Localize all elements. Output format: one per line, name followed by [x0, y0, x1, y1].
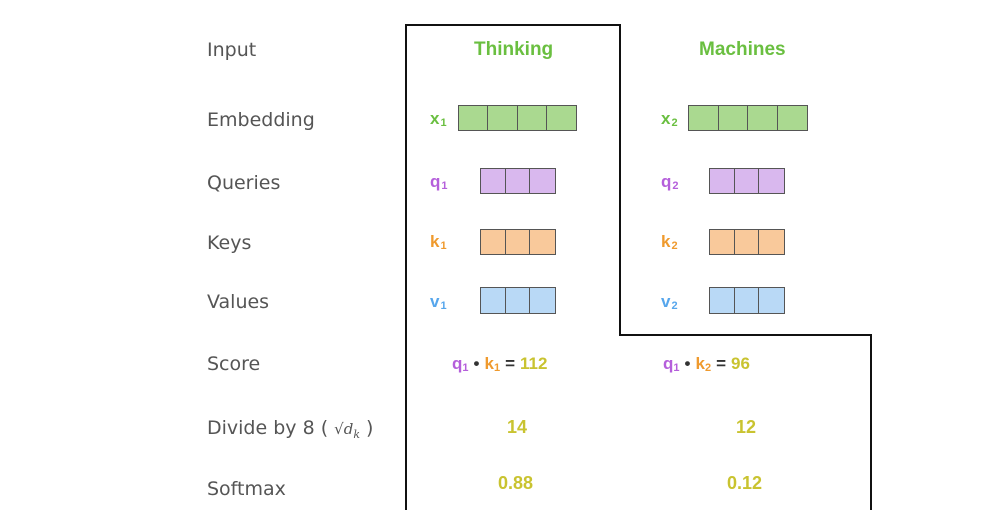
sqrt-text: √d [334, 420, 354, 438]
v1-index: 1 [440, 300, 447, 312]
softmax-value-1: 0.88 [498, 473, 534, 493]
sqrt-sub: k [353, 428, 360, 441]
k1-index: 1 [440, 240, 447, 252]
x2-letter: x [661, 109, 671, 128]
embedding-vector-x2 [688, 105, 808, 131]
vector-label-k1: k1 [430, 232, 447, 256]
score1-dot: • [473, 354, 480, 373]
value-vector-v1 [480, 287, 556, 314]
score2-k: k2 [695, 354, 712, 374]
softmax-value-2: 0.12 [727, 473, 763, 493]
row-label-values: Values [207, 291, 270, 313]
score2-value: 96 [731, 354, 750, 373]
query-vector-q2 [709, 168, 785, 194]
vector-label-k2: k2 [661, 232, 678, 256]
value-vector-v2 [709, 287, 785, 314]
score1-q: q1 [452, 354, 469, 374]
score-expression-1: q1 • k1 = 112 [452, 353, 547, 379]
query-vector-q1 [480, 168, 556, 194]
vector-label-x2: x2 [661, 109, 678, 133]
vector-label-q1: q1 [430, 172, 448, 196]
divide-suffix: ) [366, 417, 374, 439]
k2-index: 2 [671, 240, 678, 252]
score2-q: q1 [663, 354, 680, 374]
score2-dot: • [684, 354, 691, 373]
v2-index: 2 [671, 300, 678, 312]
vector-label-q2: q2 [661, 172, 679, 196]
word-thinking: Thinking [474, 39, 554, 60]
x1-index: 1 [440, 117, 447, 129]
x2-index: 2 [671, 117, 678, 129]
key-vector-k1 [480, 229, 556, 255]
q2-letter: q [661, 172, 672, 191]
vector-label-x1: x1 [430, 109, 447, 133]
divided-value-2: 12 [736, 417, 757, 437]
k2-letter: k [661, 232, 671, 251]
row-label-input: Input [207, 39, 257, 61]
score-expression-2: q1 • k2 = 96 [663, 353, 750, 379]
score1-eq: = [505, 354, 515, 373]
key-vector-k2 [709, 229, 785, 255]
x1-letter: x [430, 109, 440, 128]
vector-label-v1: v1 [430, 292, 447, 316]
row-label-divide: Divide by 8 ( √dk ) [207, 416, 373, 447]
row-label-keys: Keys [207, 232, 252, 254]
row-label-softmax: Softmax [207, 478, 286, 500]
embedding-vector-x1 [458, 105, 577, 131]
q1-letter: q [430, 172, 441, 191]
q1-index: 1 [441, 180, 448, 192]
v2-letter: v [661, 292, 671, 311]
score2-eq: = [716, 354, 726, 373]
divided-value-1: 14 [507, 417, 528, 437]
divide-prefix: Divide by 8 ( [207, 417, 329, 439]
sqrt-dk-symbol: √dk [334, 420, 360, 441]
score1-value: 112 [520, 354, 548, 373]
outline-path [405, 24, 872, 510]
q2-index: 2 [672, 180, 679, 192]
row-label-score: Score [207, 353, 261, 375]
v1-letter: v [430, 292, 440, 311]
row-label-queries: Queries [207, 172, 281, 194]
vector-label-v2: v2 [661, 292, 678, 316]
score1-k: k1 [484, 354, 501, 374]
word-machines: Machines [699, 39, 786, 60]
k1-letter: k [430, 232, 440, 251]
row-label-embedding: Embedding [207, 109, 315, 131]
